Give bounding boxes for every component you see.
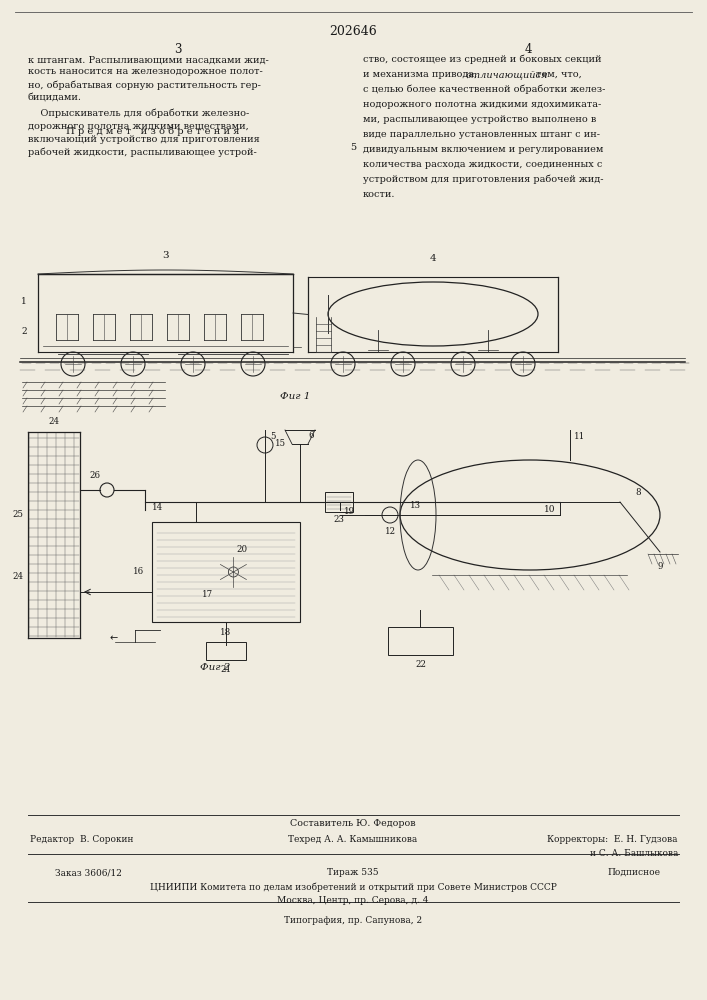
Text: Тираж 535: Тираж 535	[327, 868, 379, 877]
Text: 1: 1	[21, 298, 27, 306]
Text: Корректоры:  Е. Н. Гудзова: Корректоры: Е. Н. Гудзова	[547, 835, 678, 844]
Text: 14: 14	[152, 503, 163, 512]
Text: 23: 23	[334, 515, 344, 524]
Text: ←: ←	[110, 633, 118, 643]
Text: и С. А. Башлыкова: и С. А. Башлыкова	[590, 849, 678, 858]
Text: Москва, Центр, пр. Серова, д. 4: Москва, Центр, пр. Серова, д. 4	[277, 896, 428, 905]
Bar	[325, 492, 353, 512]
Text: Фиг 2: Фиг 2	[200, 663, 230, 672]
Text: дивидуальным включением и регулированием: дивидуальным включением и регулированием	[363, 145, 603, 154]
Text: Техред А. А. Камышникова: Техред А. А. Камышникова	[288, 835, 418, 844]
Text: П р е д м е т   и з о б р е т е н и я: П р е д м е т и з о б р е т е н и я	[66, 127, 240, 136]
Text: 6: 6	[308, 430, 313, 440]
Text: 16: 16	[133, 568, 144, 576]
Text: с целью более качественной обработки желез-: с целью более качественной обработки жел…	[363, 85, 605, 95]
Text: Фиг 1: Фиг 1	[280, 392, 310, 401]
Bar	[152, 522, 300, 622]
Text: 18: 18	[221, 628, 232, 637]
Text: Составитель Ю. Федоров: Составитель Ю. Федоров	[290, 819, 416, 828]
Text: нодорожного полотна жидкими ядохимиката-: нодорожного полотна жидкими ядохимиката-	[363, 100, 601, 109]
Text: ЦНИИПИ Комитета по делам изобретений и открытий при Совете Министров СССР: ЦНИИПИ Комитета по делам изобретений и о…	[150, 882, 556, 892]
Bar	[388, 627, 453, 655]
Text: к штангам. Распыливающими насадками жид-
кость наносится на железнодорожное поло: к штангам. Распыливающими насадками жид-…	[28, 55, 269, 102]
Text: 24: 24	[49, 417, 59, 426]
Text: виде параллельно установленных штанг с ин-: виде параллельно установленных штанг с и…	[363, 130, 600, 139]
Text: 5: 5	[350, 143, 356, 152]
Text: 21: 21	[221, 665, 232, 674]
Text: 4: 4	[430, 254, 436, 263]
Text: Заказ 3606/12: Заказ 3606/12	[55, 868, 122, 877]
Text: Опрыскиватель для обработки железно-
дорожного полотна жидкими веществами,
включ: Опрыскиватель для обработки железно- дор…	[28, 109, 259, 157]
Text: 2: 2	[21, 328, 27, 336]
Text: 17: 17	[202, 590, 214, 599]
Text: 24: 24	[12, 572, 23, 581]
Text: и механизма привода,: и механизма привода,	[363, 70, 480, 79]
Text: 13: 13	[410, 501, 421, 510]
Text: 10: 10	[544, 506, 556, 514]
Text: устройством для приготовления рабочей жид-: устройством для приготовления рабочей жи…	[363, 175, 604, 184]
Text: кости.: кости.	[363, 190, 395, 199]
Text: 19: 19	[344, 507, 355, 516]
Text: 5: 5	[270, 432, 276, 441]
Text: ми, распыливающее устройство выполнено в: ми, распыливающее устройство выполнено в	[363, 115, 596, 124]
Text: 8: 8	[635, 488, 641, 497]
Text: 25: 25	[12, 510, 23, 519]
Text: 4: 4	[525, 43, 532, 56]
Bar	[206, 642, 246, 660]
Text: Редактор  В. Сорокин: Редактор В. Сорокин	[30, 835, 134, 844]
Text: 26: 26	[90, 471, 100, 480]
Text: 3: 3	[174, 43, 182, 56]
Text: 12: 12	[385, 527, 395, 536]
Text: ство, состоящее из средней и боковых секций: ство, состоящее из средней и боковых сек…	[363, 55, 602, 64]
Text: 202646: 202646	[329, 25, 377, 38]
Text: 9: 9	[658, 562, 662, 571]
Text: 15: 15	[275, 438, 286, 448]
Text: количества расхода жидкости, соединенных с: количества расхода жидкости, соединенных…	[363, 160, 602, 169]
Text: Типография, пр. Сапунова, 2: Типография, пр. Сапунова, 2	[284, 916, 422, 925]
Text: тем, что,: тем, что,	[533, 70, 582, 79]
Text: 11: 11	[574, 432, 585, 441]
Text: отличающийся: отличающийся	[466, 70, 549, 79]
Text: 3: 3	[162, 251, 169, 260]
Text: 22: 22	[415, 660, 426, 669]
Text: Подписное: Подписное	[607, 868, 660, 877]
Text: 20: 20	[236, 545, 247, 554]
